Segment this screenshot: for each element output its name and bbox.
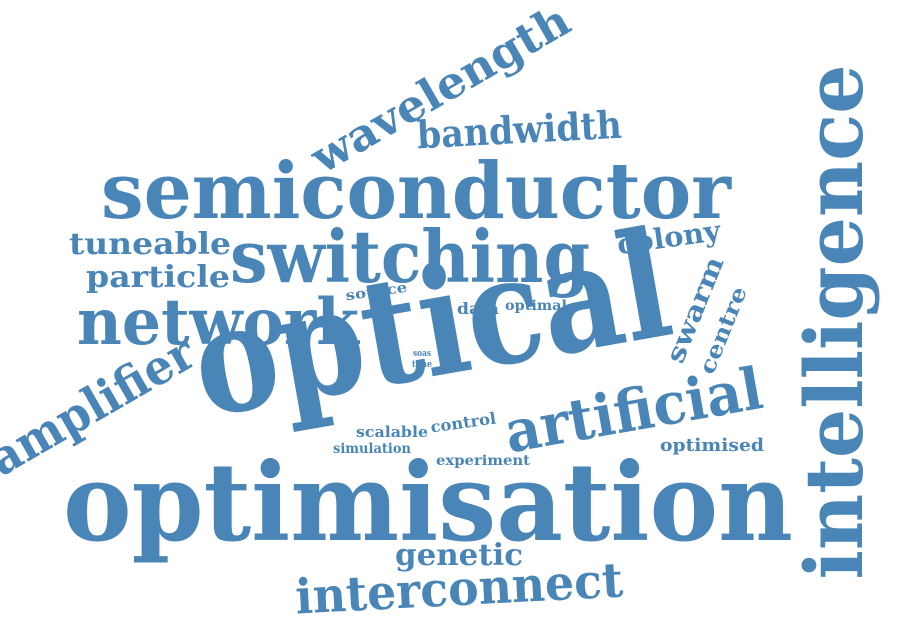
- word-switching: switching: [230, 214, 590, 299]
- word-genetic: genetic: [395, 538, 523, 573]
- word-soas: soas: [413, 349, 431, 359]
- word-control: control: [429, 409, 497, 437]
- word-optimal: optimal: [505, 298, 567, 314]
- word-particle: particle: [86, 260, 230, 295]
- word-bandwidth: bandwidth: [416, 102, 623, 158]
- word-time: time: [412, 360, 432, 370]
- word-optimised: optimised: [660, 435, 764, 456]
- word-tuneable: tuneable: [69, 227, 231, 262]
- word-simulation: simulation: [333, 441, 411, 457]
- word-optimisation: optimisation: [63, 440, 793, 566]
- word-intelligence: intelligence: [787, 65, 881, 580]
- word-scalable: scalable: [356, 423, 428, 441]
- word-semiconductor: semiconductor: [101, 146, 732, 237]
- word-network: network: [77, 285, 361, 360]
- word-data: data: [457, 299, 499, 318]
- word-experiment: experiment: [436, 453, 531, 469]
